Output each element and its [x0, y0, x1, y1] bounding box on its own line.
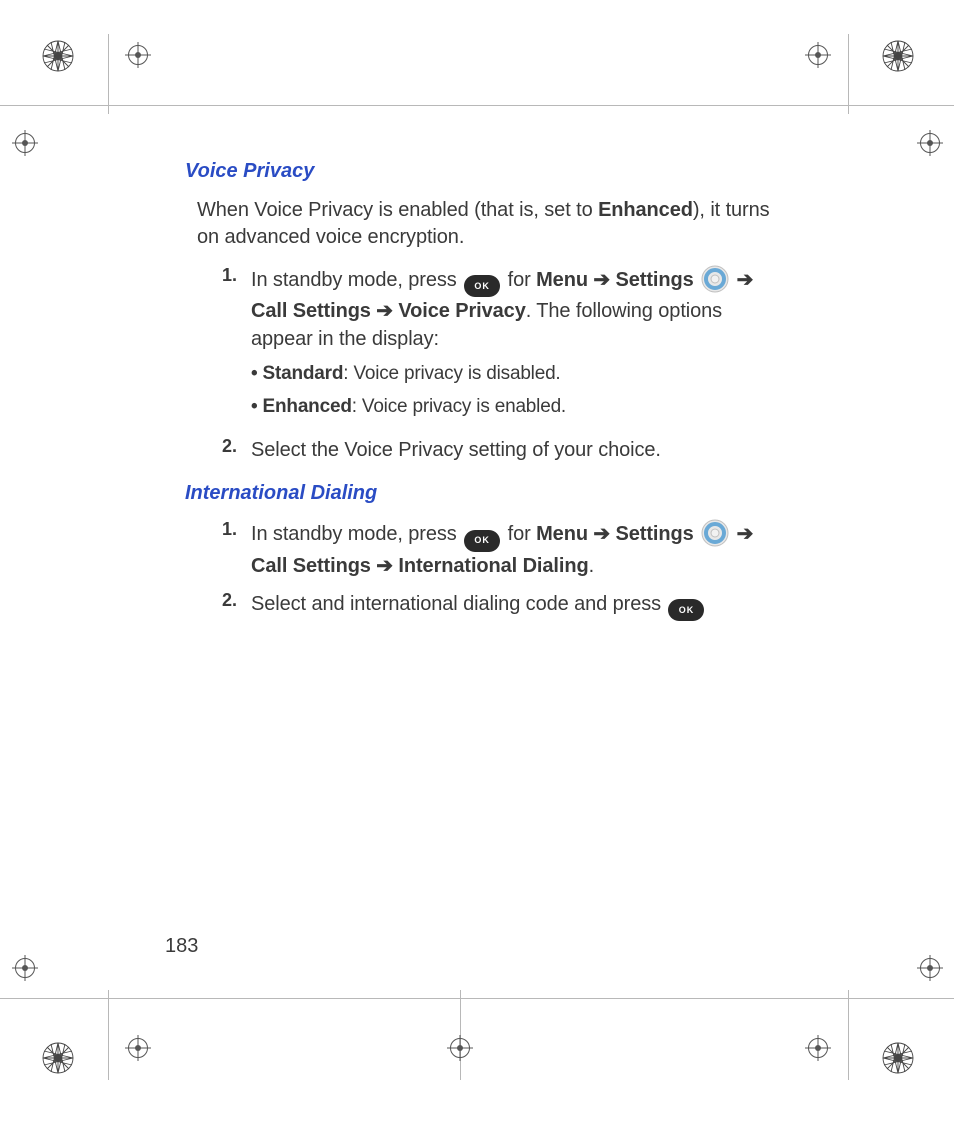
intl-steps: 1. In standby mode, press OK for Menu ➔ …: [185, 519, 785, 621]
voice-privacy-options: Standard: Voice privacy is disabled. Enh…: [251, 361, 785, 420]
step-number: 2.: [215, 436, 237, 464]
step-item: 1. In standby mode, press OK for Menu ➔ …: [185, 265, 785, 426]
ok-button-icon: OK: [464, 530, 500, 552]
step-item: 2. Select the Voice Privacy setting of y…: [185, 436, 785, 464]
step-item: 1. In standby mode, press OK for Menu ➔ …: [185, 519, 785, 579]
nav-wheel-icon: [701, 519, 729, 547]
step-body: Select the Voice Privacy setting of your…: [251, 436, 785, 464]
step-body: In standby mode, press OK for Menu ➔ Set…: [251, 265, 785, 426]
heading-international-dialing: International Dialing: [185, 482, 785, 505]
option-standard: Standard: Voice privacy is disabled.: [251, 361, 785, 388]
step-body: In standby mode, press OK for Menu ➔ Set…: [251, 519, 785, 579]
nav-wheel-icon: [701, 265, 729, 293]
step-body: Select and international dialing code an…: [251, 590, 785, 621]
option-enhanced: Enhanced: Voice privacy is enabled.: [251, 394, 785, 421]
ok-button-icon: OK: [464, 275, 500, 297]
page-content: Voice Privacy When Voice Privacy is enab…: [185, 160, 785, 639]
voice-privacy-intro: When Voice Privacy is enabled (that is, …: [197, 197, 785, 251]
step-number: 1.: [215, 265, 237, 426]
ok-button-icon: OK: [668, 599, 704, 621]
heading-voice-privacy: Voice Privacy: [185, 160, 785, 183]
step-number: 2.: [215, 590, 237, 621]
step-item: 2. Select and international dialing code…: [185, 590, 785, 621]
page-number: 183: [165, 935, 198, 958]
voice-privacy-steps: 1. In standby mode, press OK for Menu ➔ …: [185, 265, 785, 464]
step-number: 1.: [215, 519, 237, 579]
